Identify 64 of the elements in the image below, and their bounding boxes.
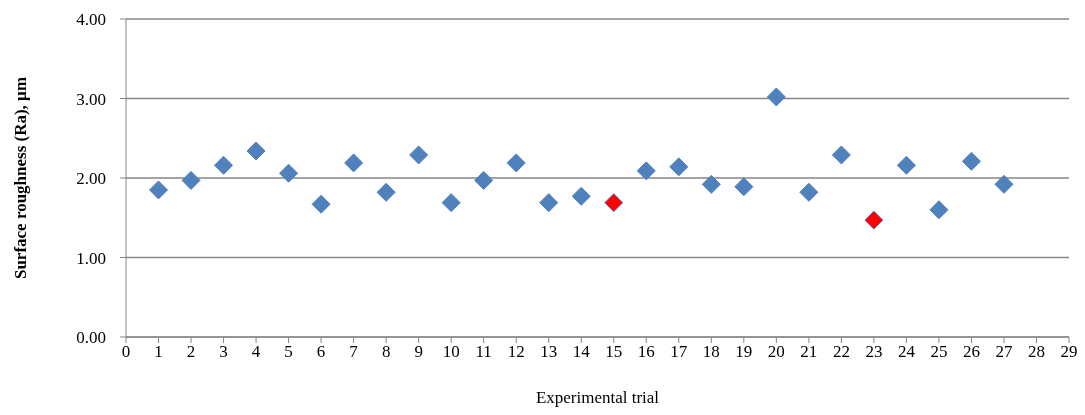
x-tick-label: 3 [219, 342, 228, 362]
x-tick-label: 25 [930, 342, 948, 362]
point [604, 193, 624, 213]
x-tick-label: 0 [121, 342, 131, 362]
y-tick-label: 1.00 [76, 248, 106, 268]
point [994, 174, 1014, 194]
point [539, 193, 559, 213]
x-tick-label: 13 [540, 342, 558, 362]
point [181, 170, 201, 190]
point [441, 193, 461, 213]
point [311, 194, 331, 214]
y-tick-label: 0.00 [76, 328, 106, 348]
x-tick-label: 22 [832, 342, 850, 362]
x-tick-label: 11 [475, 342, 492, 362]
point [636, 161, 656, 181]
point [474, 170, 494, 190]
x-axis-title: Experimental trial [535, 388, 660, 407]
y-tick-label: 2.00 [76, 169, 106, 189]
y-tick-label: 3.00 [76, 89, 106, 109]
x-tick-label: 7 [349, 342, 359, 362]
y-axis-title: Surface roughness (Ra), µm [11, 76, 31, 280]
x-tick-label: 29 [1060, 342, 1078, 362]
x-tick-label: 12 [507, 342, 525, 362]
x-tick-label: 28 [1027, 342, 1045, 362]
x-tick-label: 27 [995, 342, 1013, 362]
point [929, 200, 949, 220]
x-tick-label: 23 [865, 342, 883, 362]
point [279, 163, 299, 183]
x-tick-label: 10 [442, 342, 460, 362]
point [376, 182, 396, 202]
point [701, 174, 721, 194]
x-tick-label: 19 [735, 342, 753, 362]
point [149, 180, 169, 200]
x-tick-label: 4 [251, 342, 261, 362]
x-tick-label: 5 [284, 342, 293, 362]
x-tick-label: 2 [186, 342, 196, 362]
x-tick-label: 9 [414, 342, 423, 362]
point [896, 155, 916, 175]
x-tick-label: 6 [316, 342, 326, 362]
x-tick-label: 26 [962, 342, 980, 362]
x-tick-label: 16 [637, 342, 655, 362]
point [961, 151, 981, 171]
point [831, 145, 851, 165]
point [246, 141, 266, 161]
x-tick-label: 24 [897, 342, 916, 362]
x-tick-label: 8 [381, 342, 391, 362]
point [734, 177, 754, 197]
x-tick-label: 20 [767, 342, 785, 362]
point [571, 186, 591, 206]
point [799, 182, 819, 202]
x-tick-label: 15 [605, 342, 623, 362]
point [864, 210, 884, 230]
x-tick-label: 17 [670, 342, 688, 362]
point [669, 157, 689, 177]
point [409, 145, 429, 165]
y-tick-label: 4.00 [76, 10, 106, 30]
x-tick-label: 1 [154, 342, 163, 362]
point [214, 155, 234, 175]
x-tick-label: 21 [800, 342, 818, 362]
point [506, 153, 526, 173]
point [766, 87, 786, 107]
x-tick-label: 18 [702, 342, 720, 362]
x-tick-label: 14 [572, 342, 591, 362]
point [344, 153, 364, 173]
